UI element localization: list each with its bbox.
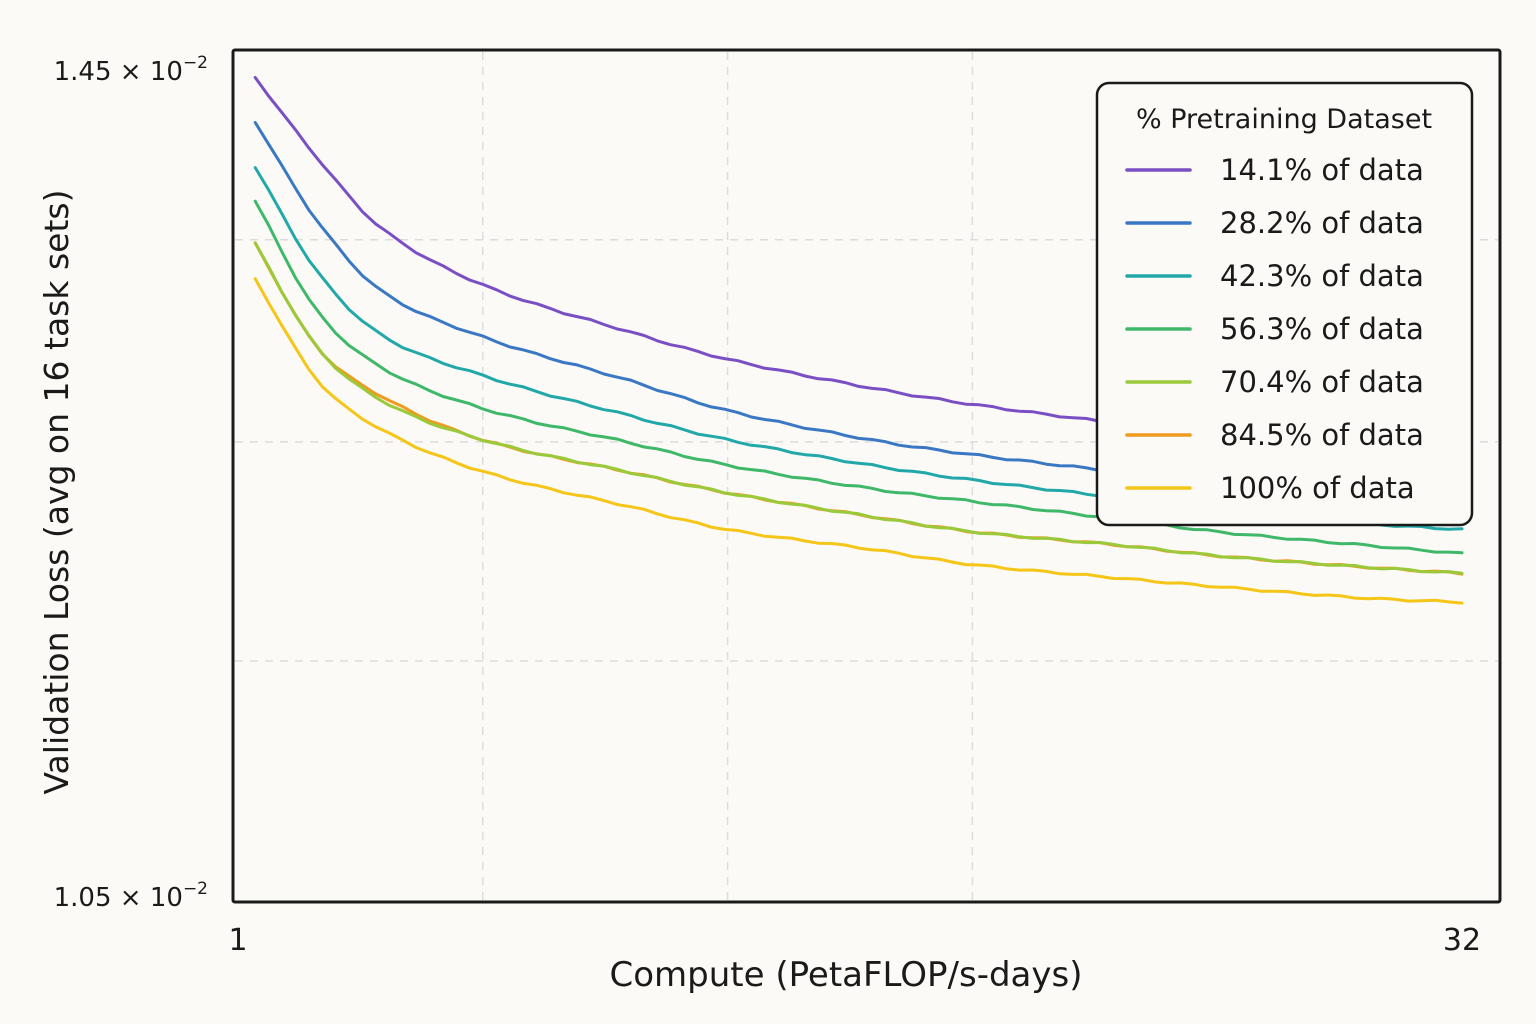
plot-frame [231,48,1502,904]
series-line-4 [253,199,1464,555]
legend-label-5: 70.4% of data [1220,365,1424,399]
legend-label-1: 14.1% of data [1220,153,1424,187]
x-tick-label-left: 1 [228,923,247,958]
legend-box [1095,81,1474,527]
series-line-7 [253,277,1464,605]
legend-label-3: 42.3% of data [1220,259,1424,293]
axis-ticks: 1.45 × 10−2 1.05 × 10−2 1 32 [54,53,1481,958]
y-tick-label-top: 1.45 × 10−2 [54,53,208,87]
legend-items: 14.1% of data 28.2% of data 42.3% of data 5… [1125,153,1424,505]
legend-label-7: 100% of data [1220,471,1415,505]
legend-label-4: 56.3% of data [1220,312,1424,346]
x-tick-label-right: 32 [1443,923,1481,958]
legend: % Pretraining Dataset 14.1% of data 28.2%… [1095,81,1474,527]
legend-label-6: 84.5% of data [1220,418,1424,452]
y-tick-label-bottom: 1.05 × 10−2 [54,879,208,913]
legend-title: % Pretraining Dataset [1136,104,1432,135]
y-axis-label: Validation Loss (avg on 16 task sets) [37,190,76,795]
legend-label-2: 28.2% of data [1220,206,1424,240]
series-line-5 [253,241,1464,575]
x-axis-label: Compute (PetaFLOP/s-days) [610,955,1083,995]
